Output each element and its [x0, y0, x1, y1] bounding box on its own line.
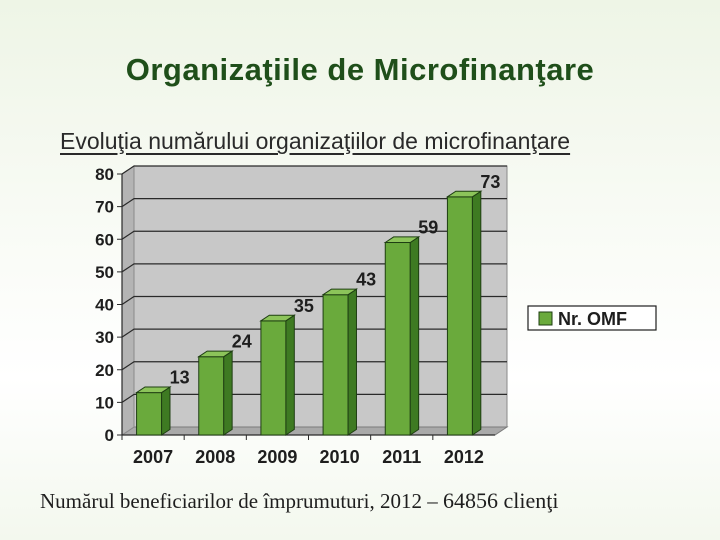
- data-label: 43: [356, 270, 376, 290]
- gridline: [121, 393, 507, 403]
- bar-side: [285, 314, 295, 436]
- bar-top: [197, 350, 234, 358]
- bar-top: [321, 288, 359, 296]
- x-tick-label: 2010: [320, 447, 360, 467]
- y-tick-label: 60: [95, 230, 114, 249]
- footer-note: Numărul beneficiarilor de împrumuturi, 2…: [40, 488, 558, 514]
- y-tick-label: 20: [95, 361, 114, 380]
- y-tick-label: 50: [95, 263, 114, 282]
- bar-side: [347, 288, 357, 436]
- footer-text: Numărul beneficiarilor de împrumuturi, 2…: [40, 489, 443, 513]
- y-tick-label: 30: [95, 328, 114, 347]
- x-tick-label: 2008: [195, 447, 235, 467]
- gridline: [121, 165, 507, 175]
- bar: [322, 294, 349, 436]
- gridline: [121, 328, 507, 338]
- x-tick-label: 2009: [257, 447, 297, 467]
- bar-side: [471, 190, 482, 436]
- bar-side: [223, 350, 233, 436]
- y-tick-label: 40: [95, 296, 114, 315]
- data-label: 73: [480, 172, 500, 192]
- bar-side: [161, 386, 171, 436]
- bar-top: [259, 314, 296, 322]
- legend-label: Nr. OMF: [558, 309, 627, 329]
- y-tick-label: 80: [95, 165, 114, 184]
- data-label: 35: [294, 296, 314, 316]
- bar-side: [409, 235, 420, 436]
- bar: [446, 196, 473, 436]
- data-label: 24: [232, 332, 252, 352]
- x-tick-label: 2012: [444, 447, 484, 467]
- slide-subtitle: Evoluţia numărului organizaţiilor de mic…: [60, 128, 571, 154]
- legend-swatch: [538, 311, 553, 326]
- y-tick-label: 0: [105, 426, 114, 445]
- data-label: 13: [170, 368, 190, 388]
- bar-top: [383, 236, 421, 244]
- bar: [384, 242, 411, 436]
- x-tick-label: 2007: [133, 447, 173, 467]
- bar: [260, 320, 287, 436]
- gridline: [121, 295, 507, 305]
- y-tick-label: 10: [95, 393, 114, 412]
- bar-top: [134, 386, 172, 394]
- slide-title: Organizaţiile de Microfinanţare: [125, 52, 595, 87]
- gridline: [121, 198, 507, 208]
- y-tick-label: 70: [95, 198, 114, 217]
- gridline: [121, 230, 507, 240]
- gridline: [121, 361, 507, 371]
- x-tick-label: 2011: [382, 447, 421, 467]
- bar: [136, 392, 163, 436]
- bar: [198, 356, 225, 436]
- footer-value: 64856 clienţi: [442, 488, 559, 513]
- data-label: 59: [418, 218, 438, 238]
- bar-top: [445, 190, 483, 198]
- gridline: [121, 263, 507, 273]
